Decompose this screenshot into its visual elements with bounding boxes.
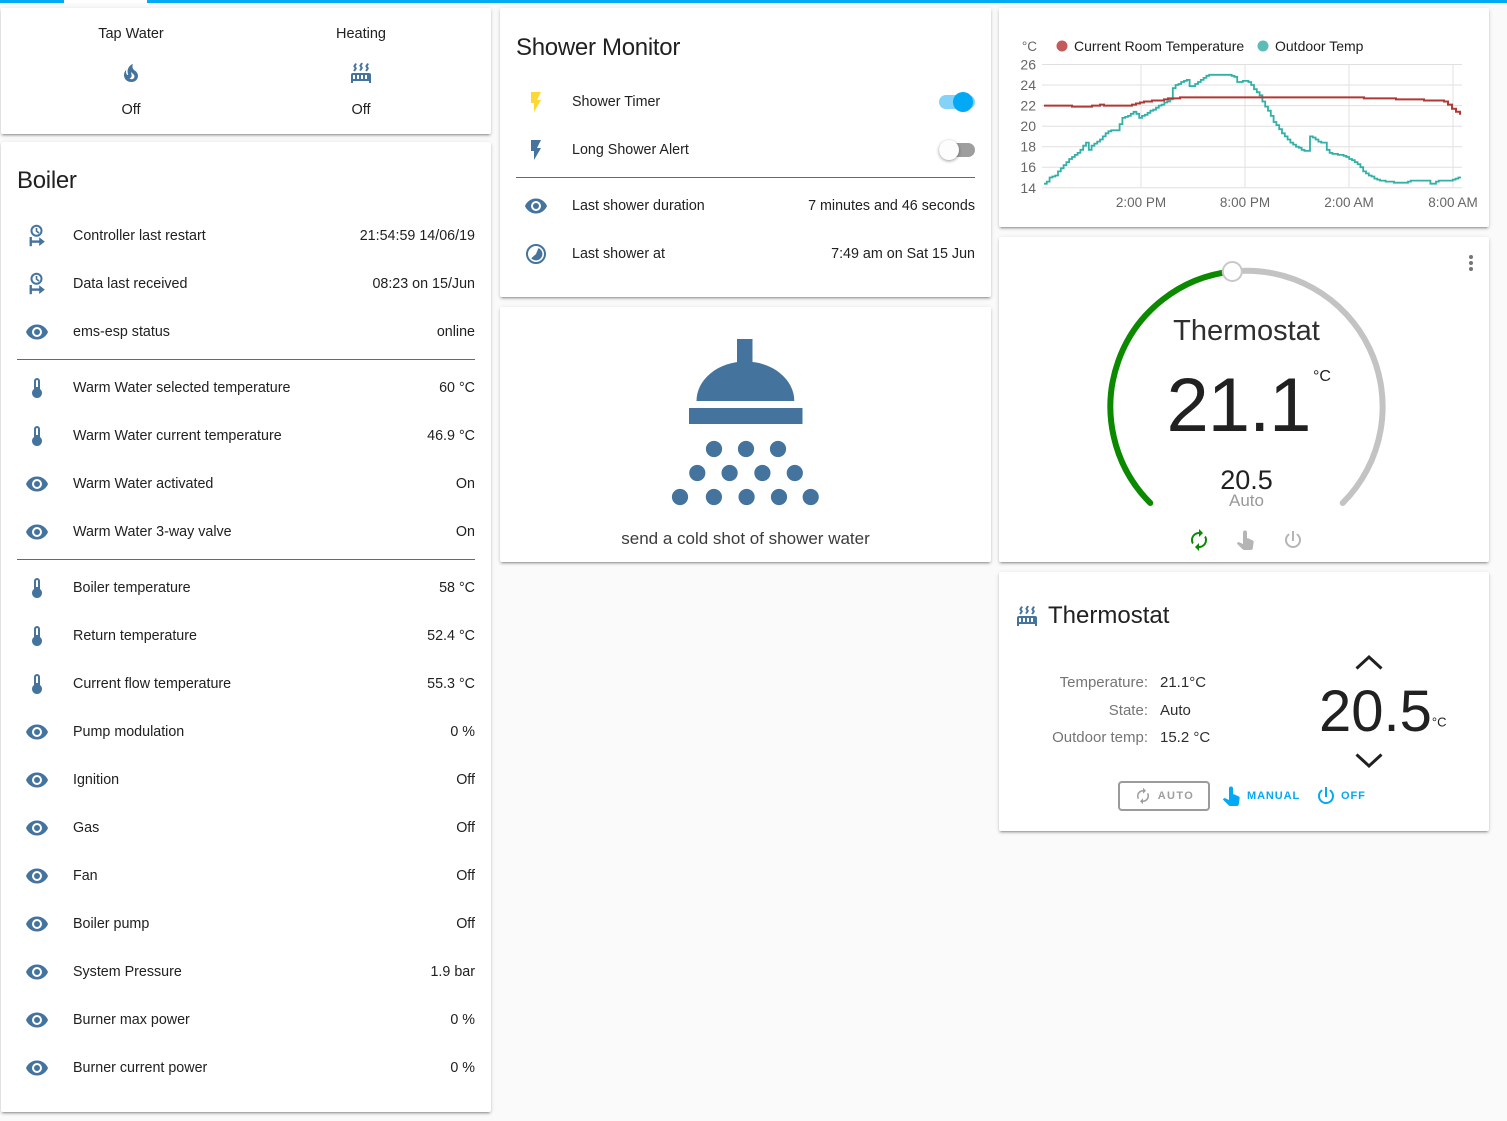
svg-text:°C: °C [1022,39,1037,54]
svg-text:18: 18 [1020,139,1036,155]
svg-text:26: 26 [1020,57,1036,73]
svg-text:2:00 AM: 2:00 AM [1324,195,1374,210]
svg-text:22: 22 [1020,98,1036,114]
svg-text:8:00 PM: 8:00 PM [1220,195,1270,210]
svg-text:Current Room Temperature: Current Room Temperature [1074,38,1244,54]
svg-text:Outdoor Temp: Outdoor Temp [1275,38,1364,54]
svg-text:20: 20 [1020,118,1036,134]
svg-text:16: 16 [1020,159,1036,175]
svg-text:24: 24 [1020,77,1036,93]
svg-text:8:00 AM: 8:00 AM [1428,195,1478,210]
svg-text:14: 14 [1020,180,1036,196]
svg-text:2:00 PM: 2:00 PM [1116,195,1166,210]
